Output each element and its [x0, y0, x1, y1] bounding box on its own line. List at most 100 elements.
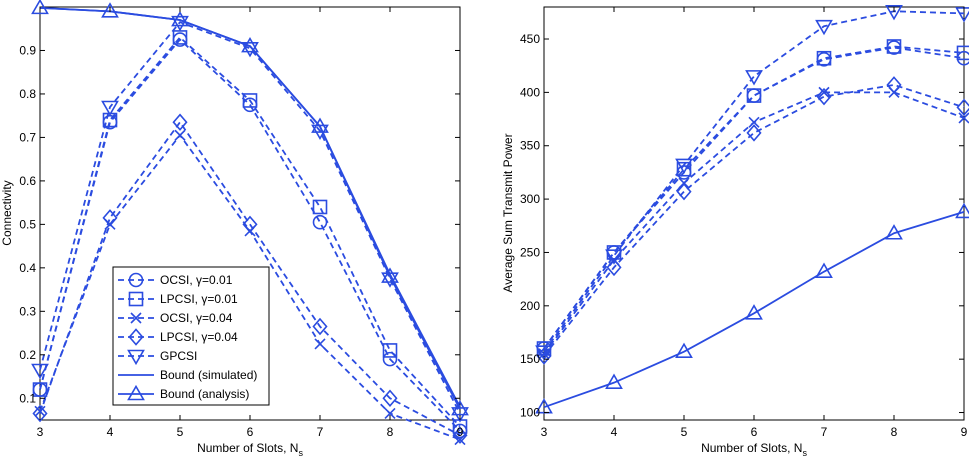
data-point — [381, 267, 399, 283]
data-point — [815, 19, 833, 36]
data-point — [535, 345, 553, 361]
legend-box — [112, 266, 270, 406]
ylabel-right: Average Sum Transmit Power — [501, 133, 515, 292]
xlabel-left-main: Number of Slots, N — [197, 441, 298, 455]
data-point — [956, 45, 969, 61]
data-point — [174, 129, 186, 141]
data-point — [32, 404, 48, 423]
legend-marker — [127, 384, 145, 401]
yticks-left: 0.1 0.2 0.3 0.4 0.5 0.6 0.7 0.8 0.9 — [19, 43, 460, 405]
x-tick-label-left: 9 — [457, 425, 464, 439]
series-line — [543, 91, 965, 355]
legend-label: Bound (simulated) — [160, 368, 257, 382]
data-point — [746, 124, 762, 142]
data-point — [382, 343, 398, 358]
y-tick-label-left: 0.6 — [19, 174, 36, 188]
series-line — [39, 36, 461, 428]
chart-transmit-power: 3 4 5 6 7 8 9 100 150 200 250 300 350 400 450 Number … — [501, 4, 969, 457]
data-point — [748, 116, 760, 128]
data-point — [956, 98, 969, 117]
x-tick-label-right: 3 — [541, 425, 548, 439]
y-tick-label-right: 250 — [520, 245, 540, 259]
x-tick-label-left: 4 — [107, 425, 114, 439]
legend-marker — [128, 291, 144, 307]
data-point — [171, 10, 189, 27]
series-line — [543, 46, 965, 350]
series-right-3 — [536, 76, 969, 365]
legend-marker — [128, 272, 144, 288]
data-point — [676, 182, 692, 201]
x-tick-label-left: 5 — [177, 425, 184, 439]
data-point — [382, 351, 398, 367]
legend: OCSI, γ=0.01 LPCSI, γ=0.01 OCSI, γ=0.04 LPC… — [112, 266, 270, 406]
xticks-right: 3 4 5 6 7 8 9 — [541, 7, 968, 439]
data-point — [314, 338, 326, 350]
data-point — [171, 15, 189, 32]
data-point — [745, 70, 763, 86]
data-point — [816, 87, 832, 106]
data-point — [818, 86, 830, 98]
legend-label: OCSI, γ=0.01 — [160, 273, 233, 287]
legend-entry: GPCSI — [118, 349, 197, 366]
y-tick-label-left: 0.8 — [19, 87, 36, 101]
data-point — [955, 202, 969, 219]
x-tick-label-right: 8 — [891, 425, 898, 439]
data-point — [676, 161, 692, 177]
y-tick-label-right: 200 — [520, 299, 540, 313]
data-point — [242, 215, 258, 234]
series-line — [543, 45, 965, 350]
y-tick-label-right: 350 — [520, 139, 540, 153]
xlabel-right-main: Number of Slots, N — [701, 441, 802, 455]
data-point — [101, 2, 119, 18]
series-right-4 — [535, 4, 969, 361]
x-tick-label-right: 9 — [961, 425, 968, 439]
x-tick-label-left: 3 — [37, 425, 44, 439]
data-point — [102, 209, 118, 227]
data-point — [452, 426, 468, 444]
x-tick-label-right: 4 — [611, 425, 618, 439]
data-point — [312, 199, 328, 215]
series-line — [39, 38, 461, 432]
y-tick-label-right: 300 — [520, 192, 540, 206]
data-point — [31, 363, 49, 380]
series-right-5 — [535, 202, 969, 414]
data-point — [746, 88, 762, 103]
data-point — [605, 373, 623, 389]
y-tick-label-left: 0.3 — [19, 304, 36, 318]
data-point — [241, 37, 259, 53]
xlabel-right: Number of Slots, Ns — [701, 441, 807, 457]
legend-label: Bound (analysis) — [160, 387, 249, 401]
y-tick-label-left: 0.7 — [19, 130, 36, 144]
chart-connectivity: 3 4 5 6 7 8 9 0.1 0.2 0.3 0.4 0.5 0.6 0.7 0.8 0.9 Numb… — [0, 0, 469, 457]
data-point — [172, 113, 188, 131]
series-line — [39, 21, 461, 414]
data-point — [451, 400, 469, 416]
legend-entry: Bound (analysis) — [118, 384, 249, 401]
legend-entry: Bound (simulated) — [118, 368, 257, 382]
data-point — [382, 389, 398, 407]
yticks-right: 100 150 200 250 300 350 400 450 — [520, 32, 964, 420]
legend-label: OCSI, γ=0.04 — [160, 311, 233, 325]
series-line — [39, 120, 461, 437]
data-point — [955, 7, 969, 23]
data-point — [101, 100, 119, 117]
x-tick-label-right: 5 — [681, 425, 688, 439]
x-tick-label-left: 8 — [387, 425, 394, 439]
series-line — [543, 211, 965, 409]
data-point — [242, 93, 258, 108]
data-point — [958, 112, 969, 124]
y-tick-label-left: 0.9 — [19, 43, 36, 57]
data-point — [886, 39, 902, 54]
series-left — [31, 0, 469, 446]
data-point — [31, 0, 49, 15]
data-point — [675, 158, 693, 175]
series-line — [543, 83, 965, 357]
data-point — [538, 348, 550, 360]
legend-label: LPCSI, γ=0.01 — [160, 292, 238, 306]
legend-label: GPCSI — [160, 349, 197, 363]
data-point — [886, 76, 902, 94]
legend-marker — [128, 328, 144, 346]
y-tick-label-right: 400 — [520, 85, 540, 99]
data-point — [606, 258, 622, 277]
